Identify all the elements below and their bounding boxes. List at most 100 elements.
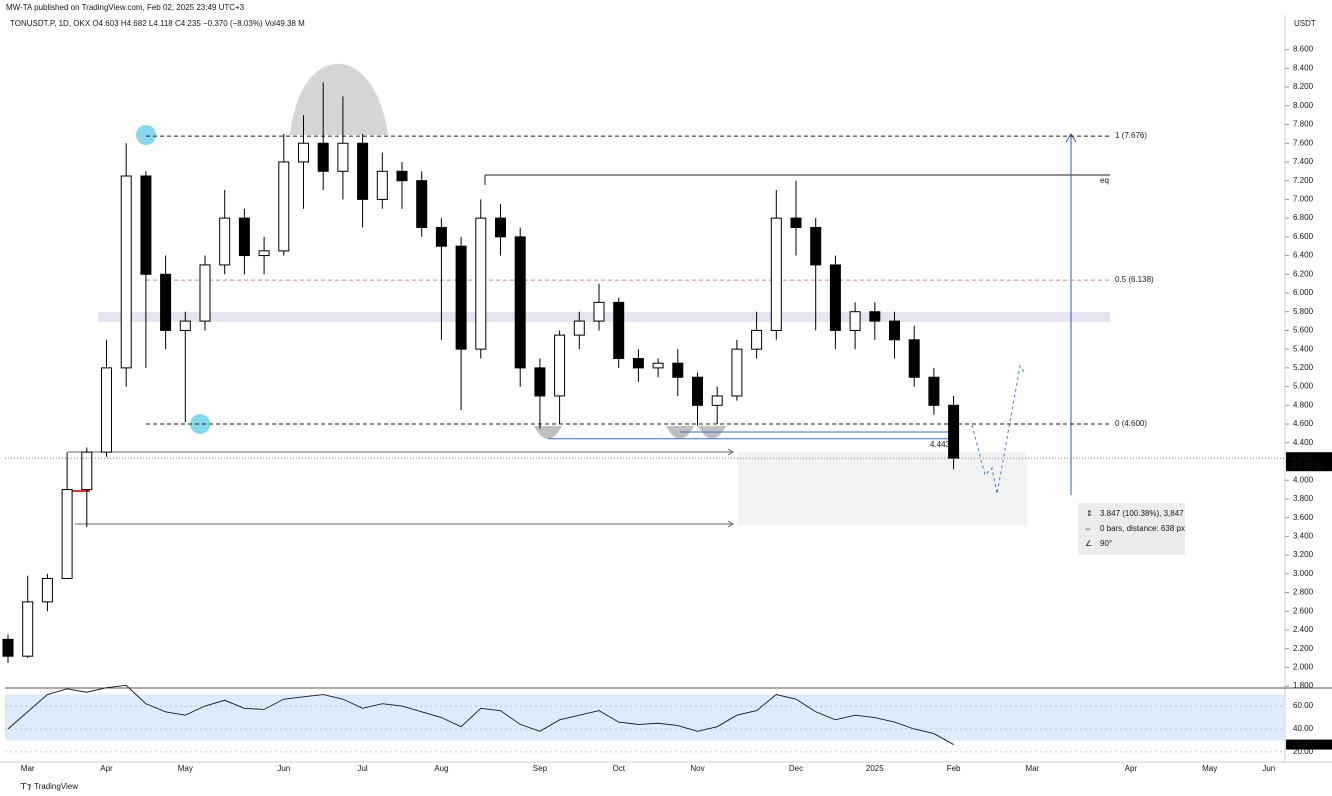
- measure-text: 90°: [1100, 539, 1112, 548]
- x-tick-label: Jun: [1262, 764, 1275, 773]
- candle-body: [376, 170, 388, 200]
- candle-body: [396, 170, 408, 182]
- x-tick-label: Jul: [357, 764, 367, 773]
- candle-body: [613, 301, 625, 360]
- candle-body: [514, 236, 526, 369]
- candle-body: [869, 311, 881, 322]
- measure-icon: ⇕: [1086, 509, 1093, 518]
- x-tick-label: Apr: [1125, 764, 1138, 773]
- candle-body: [101, 367, 112, 453]
- y-tick-label: 5.400: [1293, 344, 1314, 353]
- price-tag-label: 4.235: [1292, 453, 1313, 462]
- rsi-band: [5, 694, 1285, 741]
- x-tick-label: Mar: [21, 764, 35, 773]
- y-tick-label: 5.200: [1293, 363, 1314, 372]
- candle-body: [849, 311, 861, 331]
- candle-body: [416, 180, 428, 228]
- candle-body: [160, 273, 172, 331]
- candle-body: [908, 339, 920, 378]
- price-tag: [1286, 452, 1332, 472]
- candle-body: [41, 577, 53, 603]
- y-tick-label: 6.800: [1293, 213, 1314, 222]
- candle-body: [475, 217, 487, 350]
- candle-body: [770, 217, 782, 331]
- y-tick-label: 6.600: [1293, 232, 1314, 241]
- x-tick-label: Feb: [947, 764, 961, 773]
- y-tick-label: 3.200: [1293, 550, 1314, 559]
- y-tick-label: 7.800: [1293, 120, 1314, 129]
- footer: TradingView: [34, 782, 78, 791]
- measure-icon: ∠: [1085, 539, 1092, 548]
- measure-text: 0 bars, distance: 638 px: [1100, 524, 1185, 533]
- footer-logo: ⊤⁊: [20, 782, 31, 791]
- x-tick-label: Jun: [277, 764, 290, 773]
- rsi-tick-label: 40.00: [1293, 724, 1314, 733]
- y-tick-label: 2.600: [1293, 606, 1314, 615]
- x-tick-label: Nov: [690, 764, 704, 773]
- target-box: [738, 452, 1027, 525]
- y-tick-label: 2.000: [1293, 663, 1314, 672]
- candle-body: [534, 367, 546, 397]
- x-tick-label: Apr: [100, 764, 113, 773]
- y-tick-label: 4.800: [1293, 400, 1314, 409]
- candle-body: [317, 142, 329, 172]
- candle-body: [337, 142, 349, 172]
- candle-body: [672, 362, 684, 378]
- candle-body: [199, 264, 211, 322]
- y-tick-label: 5.800: [1293, 307, 1314, 316]
- pivot-circle: [136, 125, 156, 145]
- candle-body: [258, 250, 270, 257]
- y-tick-label: 3.800: [1293, 494, 1314, 503]
- eq-label: eq: [1100, 176, 1109, 185]
- y-tick-label: 8.600: [1293, 45, 1314, 54]
- pivot-circle: [190, 414, 210, 434]
- x-tick-label: Sep: [533, 764, 548, 773]
- y-tick-label: 4.400: [1293, 438, 1314, 447]
- candle-body: [652, 362, 664, 369]
- candle-body: [829, 264, 841, 331]
- measure-icon: ⇔: [1084, 524, 1092, 533]
- y-tick-label: 2.200: [1293, 644, 1314, 653]
- candle-body: [298, 142, 309, 163]
- x-tick-label: Dec: [789, 764, 803, 773]
- top-arc: [290, 63, 388, 135]
- x-tick-label: May: [1202, 764, 1217, 773]
- arrow-head: [727, 448, 734, 456]
- measure-box: [1078, 503, 1185, 555]
- candle-body: [711, 395, 723, 406]
- y-tick-label: 6.200: [1293, 269, 1314, 278]
- y-tick-label: 1.800: [1293, 681, 1314, 690]
- rsi-tag: [1286, 739, 1332, 750]
- fib-label: 1 (7.676): [1115, 131, 1147, 140]
- candle-body: [593, 301, 605, 322]
- x-tick-label: Oct: [612, 764, 625, 773]
- arrow-head: [727, 520, 734, 528]
- y-tick-label: 7.600: [1293, 138, 1314, 147]
- y-tick-label: 5.600: [1293, 326, 1314, 335]
- symbol-info: TONUSDT.P, 1D, OKX O4.603 H4.682 L4.118 …: [10, 19, 305, 28]
- rsi-tick-label: 20.00: [1293, 747, 1314, 756]
- y-tick-label: 8.200: [1293, 82, 1314, 91]
- y-tick-label: 4.600: [1293, 419, 1314, 428]
- y-tick-label: 8.400: [1293, 63, 1314, 72]
- y-tick-label: 2.400: [1293, 625, 1314, 634]
- candle-body: [495, 217, 506, 238]
- x-tick-label: May: [178, 764, 193, 773]
- candle-body: [61, 489, 73, 579]
- candle-body: [278, 161, 290, 252]
- candle-body: [81, 451, 93, 491]
- measure-text: 3.847 (100.38%), 3,847: [1100, 509, 1184, 518]
- candle-body: [22, 601, 34, 657]
- x-tick-label: 2025: [866, 764, 884, 773]
- projection-path: [971, 364, 1025, 495]
- candle-body: [238, 217, 250, 257]
- candle-body: [810, 226, 822, 266]
- x-tick-label: Aug: [434, 764, 448, 773]
- candle-body: [2, 638, 14, 657]
- y-tick-label: 4.000: [1293, 475, 1314, 484]
- y-tick-label: 6.400: [1293, 251, 1314, 260]
- y-tick-label: 5.000: [1293, 382, 1314, 391]
